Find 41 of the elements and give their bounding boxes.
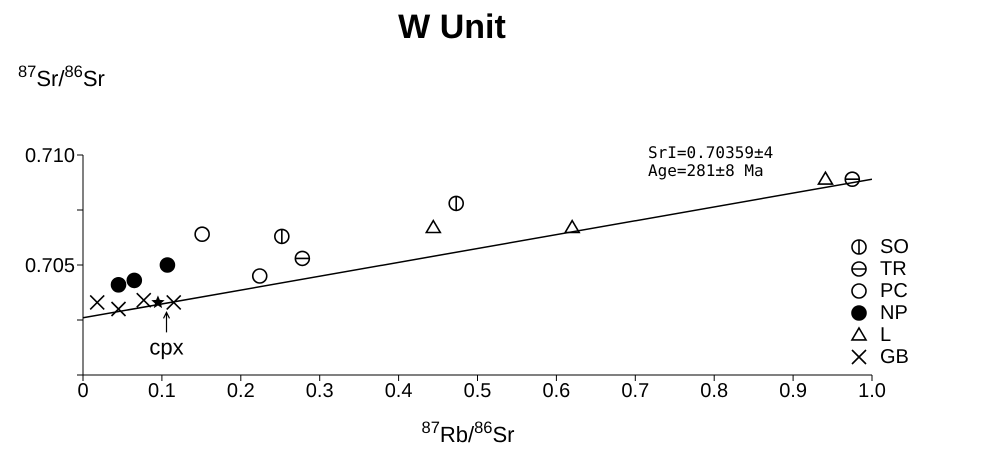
- legend-label: TR: [880, 258, 907, 280]
- point: [252, 268, 268, 284]
- x-tick-label: 0.1: [148, 380, 176, 402]
- x-tick-label: 0.5: [464, 380, 492, 402]
- point: [110, 277, 126, 293]
- point: [274, 228, 290, 244]
- point: [160, 257, 176, 273]
- x-tick-label: 0.3: [306, 380, 334, 402]
- x-tick-label: 0: [77, 380, 89, 402]
- annotation: SrI=0.70359±4: [648, 143, 774, 162]
- point: [818, 171, 834, 185]
- annotation: cpx: [149, 334, 184, 360]
- x-tick-label: 0.7: [621, 380, 650, 402]
- x-tick-label: 0.8: [700, 380, 728, 402]
- x-tick-label: 0.2: [226, 380, 255, 402]
- point: [564, 220, 580, 234]
- y-axis-title: $^{87}$Sr/$^{86}$Sr: [18, 63, 105, 91]
- annotation: Age=281±8 Ma: [648, 161, 764, 180]
- x-tick-label: 1.0: [858, 380, 886, 402]
- point: [194, 226, 210, 242]
- x-tick-label: 0.9: [779, 380, 808, 402]
- point: [110, 301, 126, 317]
- legend-label: PC: [880, 280, 908, 302]
- y-tick-label: 0.705: [24, 255, 75, 278]
- legend-label: SO: [880, 236, 909, 258]
- legend-label: GB: [880, 346, 909, 368]
- point: [136, 292, 152, 308]
- legend-label: L: [880, 324, 892, 346]
- point: [426, 220, 442, 234]
- y-tick-label: 0.710: [24, 145, 75, 168]
- point: [294, 250, 310, 266]
- x-tick-label: 0.6: [542, 380, 570, 402]
- x-tick-label: 0.4: [384, 380, 413, 402]
- point: [126, 272, 142, 288]
- x-axis-title: $^{87}$Rb/$^{86}$Sr: [422, 419, 514, 447]
- legend-label: NP: [880, 302, 908, 324]
- point: [89, 294, 105, 310]
- chart-title: W Unit: [398, 8, 506, 46]
- point: [448, 196, 464, 212]
- point: [844, 171, 860, 187]
- point: [166, 294, 182, 310]
